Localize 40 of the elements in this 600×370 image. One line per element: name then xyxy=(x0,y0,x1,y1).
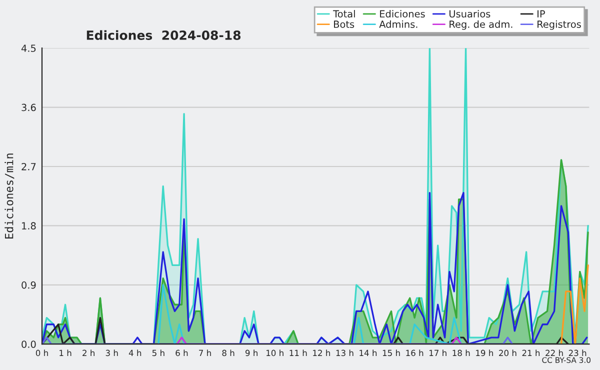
y-tick-label: 4.5 xyxy=(21,44,36,52)
y-tick-label: 1.8 xyxy=(22,222,36,230)
legend-label: Registros xyxy=(538,20,581,30)
y-tick-label: 2.7 xyxy=(22,162,36,170)
x-tick-label: 20 h xyxy=(499,350,516,356)
legend-label: Bots xyxy=(334,20,354,28)
legend-label: Ediciones xyxy=(380,10,425,18)
y-axis-title: Ediciones/min xyxy=(4,154,14,239)
x-tick-label: 13 h xyxy=(336,350,354,356)
x-tick-label: 6 h xyxy=(176,350,188,356)
x-tick-label: 4 h xyxy=(128,350,142,356)
x-tick-label: 12 h xyxy=(313,350,330,356)
x-tick-label: 17 h xyxy=(429,350,446,356)
y-tick-label: 0.9 xyxy=(22,281,36,289)
x-tick-label: 0 h xyxy=(36,350,48,356)
legend-label: Total xyxy=(333,10,355,18)
legend-label: IP xyxy=(538,10,545,18)
x-tick-label: 21 h xyxy=(522,350,540,356)
legend-label: Reg. de adm. xyxy=(450,20,512,30)
x-tick-label: 15 h xyxy=(382,350,400,356)
x-tick-label: 16 h xyxy=(406,350,424,356)
x-tick-label: 19 h xyxy=(476,350,493,356)
x-tick-label: 10 h xyxy=(266,350,284,356)
x-tick-label: 22 h xyxy=(546,350,563,356)
x-tick-label: 5 h xyxy=(152,350,164,356)
x-tick-label: 8 h xyxy=(222,350,234,356)
x-tick-label: 2 h xyxy=(82,350,94,356)
legend-label: Admins. xyxy=(379,20,418,28)
x-tick-label: 14 h xyxy=(360,350,377,356)
x-tick-label: 7 h xyxy=(199,350,211,356)
x-tick-label: 9 h xyxy=(245,350,258,356)
x-tick-label: 1 h xyxy=(60,350,72,356)
x-tick-label: 18 h xyxy=(452,350,470,356)
x-tick-label: 23 h xyxy=(568,350,586,356)
y-tick-label: 0.0 xyxy=(22,340,36,348)
x-tick-label: 11 h xyxy=(290,350,307,356)
x-tick-label: 3 h xyxy=(106,350,118,356)
legend-label: Usuarios xyxy=(450,10,490,18)
chart-title: Ediciones 2024-08-18 xyxy=(86,30,241,40)
y-tick-label: 3.6 xyxy=(22,104,36,112)
